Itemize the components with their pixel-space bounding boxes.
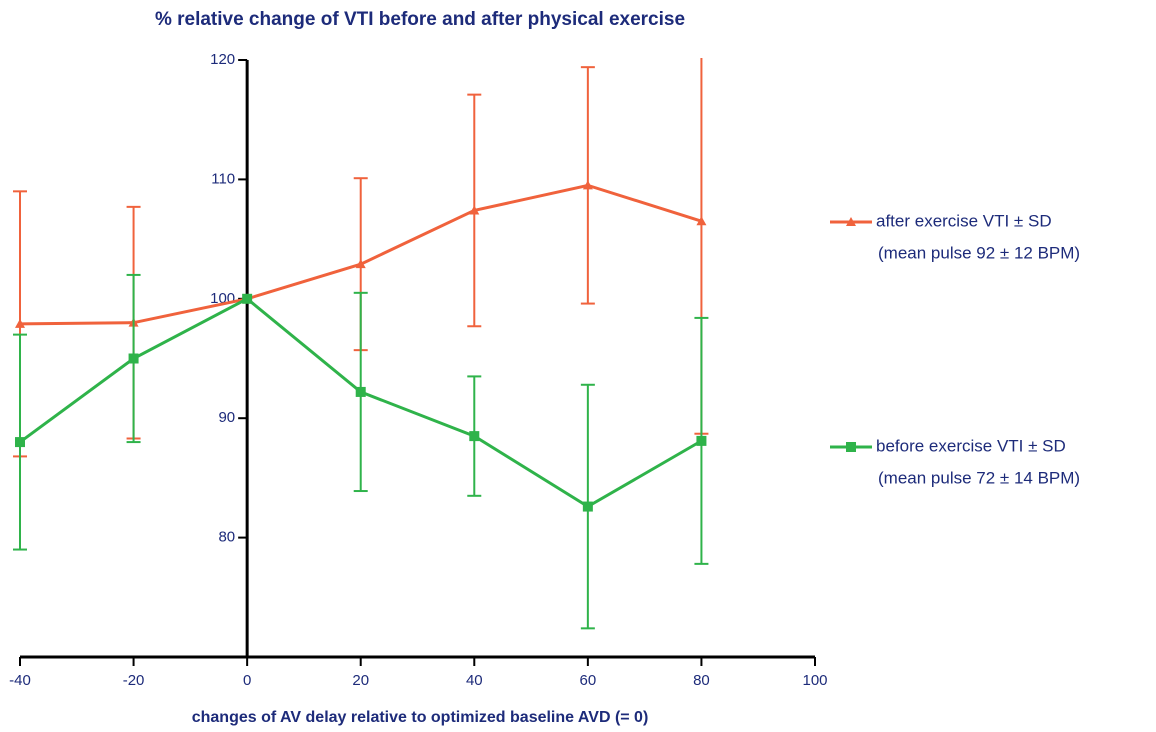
legend-label: before exercise VTI ± SD xyxy=(876,436,1066,455)
marker xyxy=(242,293,253,304)
marker xyxy=(582,180,593,190)
marker xyxy=(582,501,593,512)
y-tick-label: 110 xyxy=(211,170,235,187)
legend-label: after exercise VTI ± SD xyxy=(876,211,1052,230)
x-tick-label: 40 xyxy=(466,672,483,689)
x-tick-label: 60 xyxy=(580,672,597,689)
marker xyxy=(846,217,856,226)
x-tick-label: -40 xyxy=(9,672,31,689)
legend-note: (mean pulse 92 ± 12 BPM) xyxy=(878,243,1080,262)
marker xyxy=(15,437,25,448)
x-tick-label: 20 xyxy=(352,672,369,689)
marker xyxy=(355,386,366,397)
plot-area xyxy=(13,58,709,630)
marker xyxy=(696,216,707,226)
marker xyxy=(846,442,856,452)
marker xyxy=(469,205,480,215)
x-tick-label: 0 xyxy=(243,672,251,689)
x-tick-label: -20 xyxy=(123,672,145,689)
marker xyxy=(355,259,366,269)
marker xyxy=(128,353,139,364)
y-tick-label: 120 xyxy=(210,51,235,68)
y-tick-label: 80 xyxy=(218,529,235,546)
legend-note: (mean pulse 72 ± 14 BPM) xyxy=(878,468,1080,487)
x-tick-label: 80 xyxy=(693,672,710,689)
y-tick-label: 90 xyxy=(218,409,235,426)
marker xyxy=(469,431,480,442)
chart-title: % relative change of VTI before and afte… xyxy=(155,9,685,30)
marker xyxy=(15,318,25,328)
x-tick-label: 100 xyxy=(802,672,827,689)
x-axis-label: changes of AV delay relative to optimize… xyxy=(192,709,649,726)
marker xyxy=(696,435,707,446)
